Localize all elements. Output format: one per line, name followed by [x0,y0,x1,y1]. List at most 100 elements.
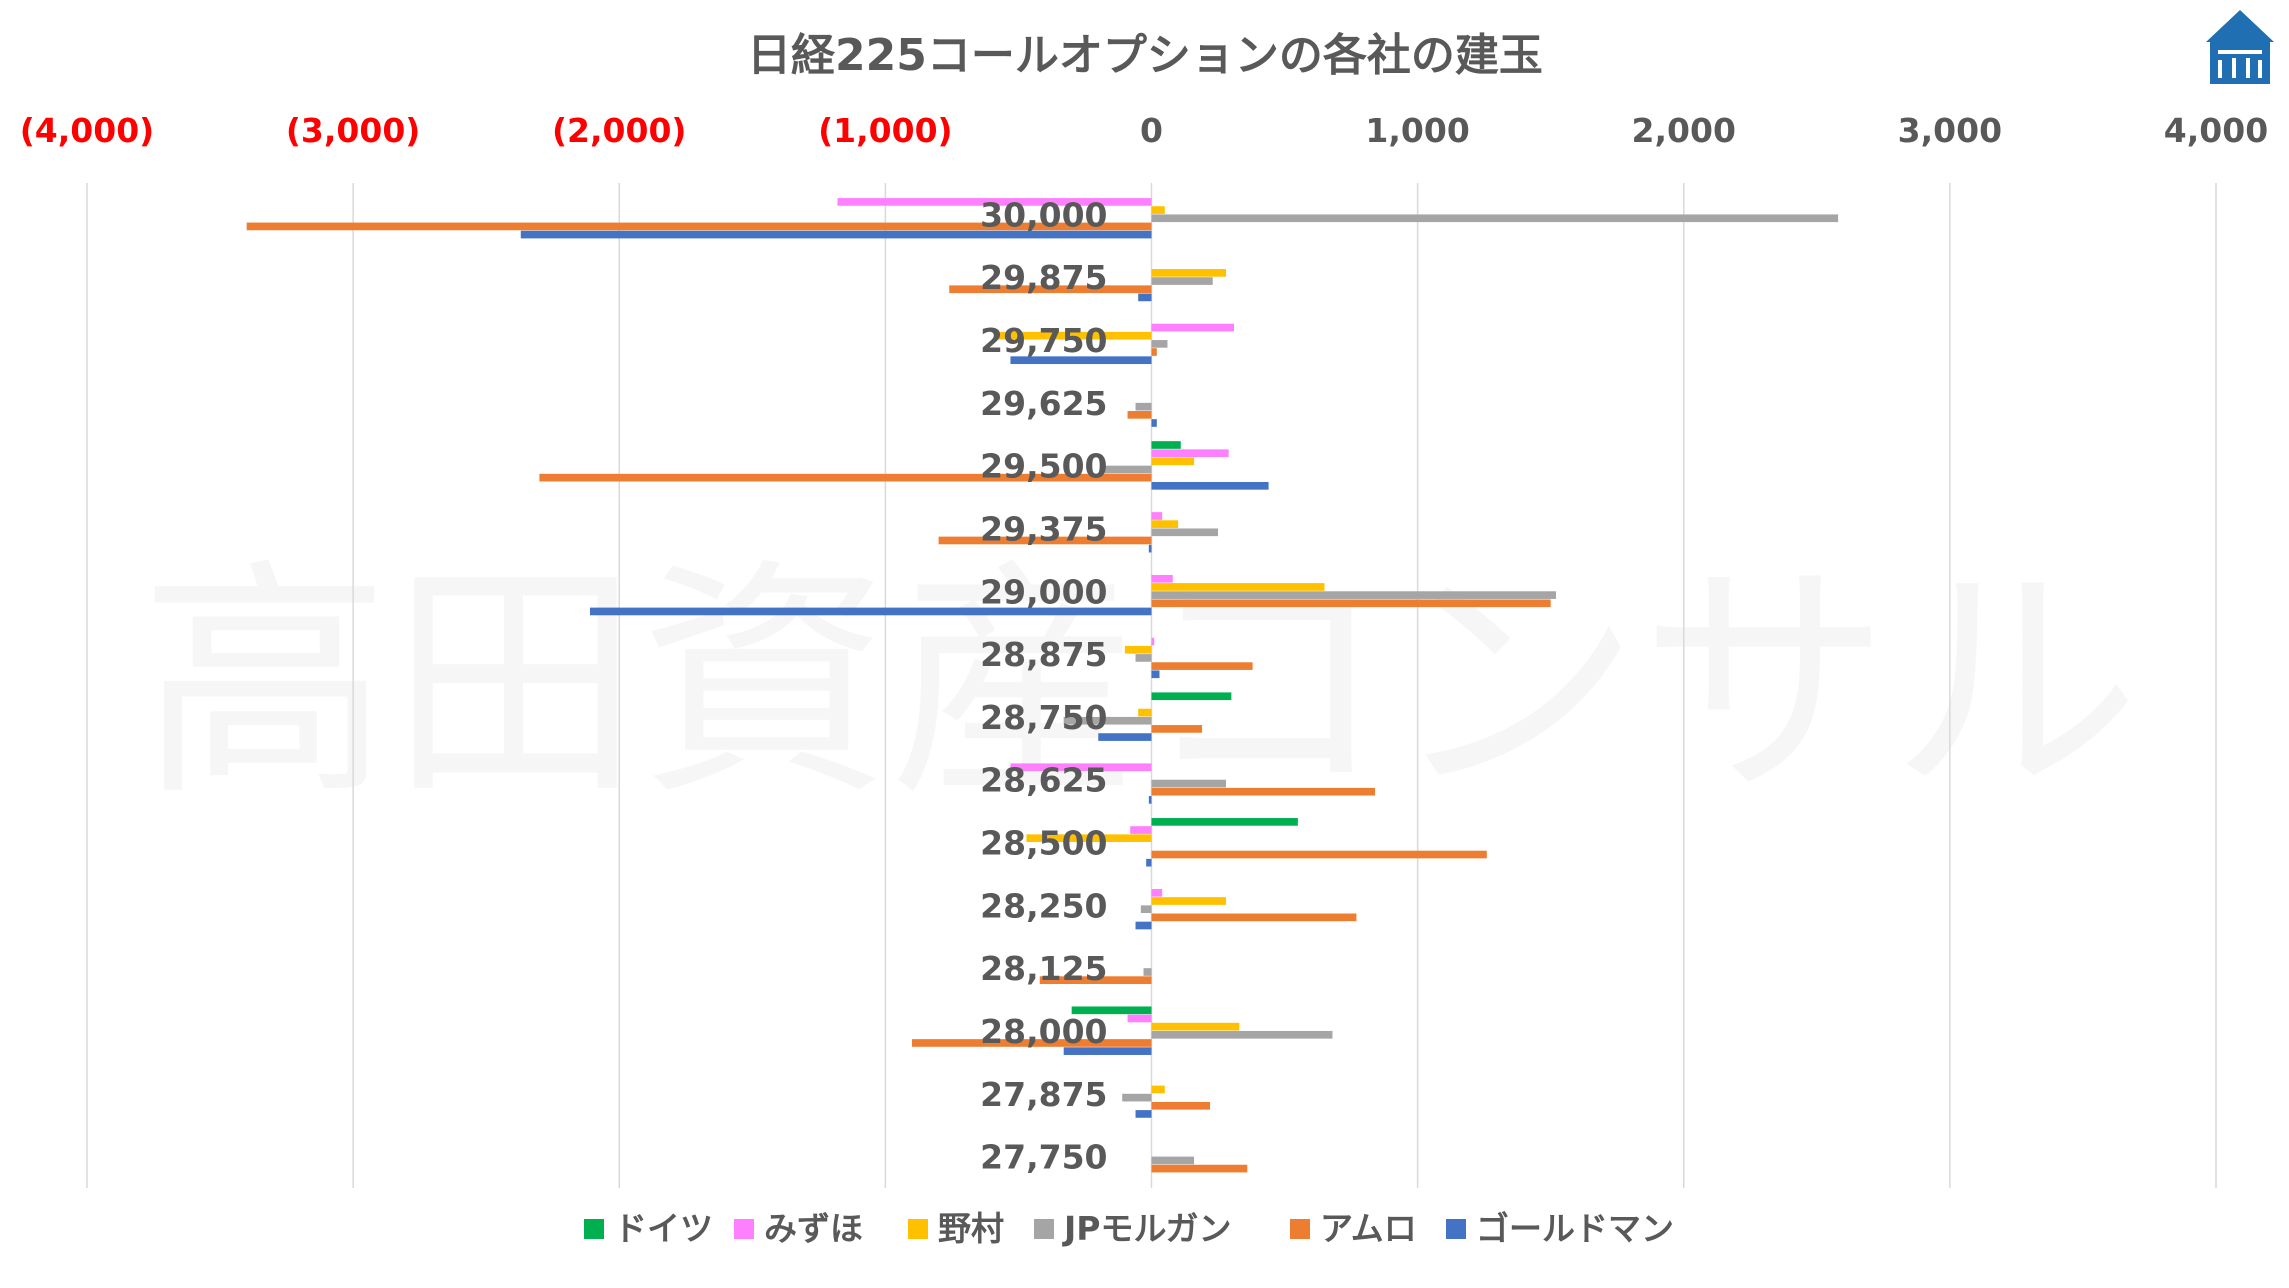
bar-13-2 [1151,1022,1240,1031]
bar-14-2 [1151,1085,1165,1094]
bar-4-0 [1151,441,1181,449]
bar-9-4 [1151,787,1376,796]
legend: ドイツ みずほ 野村 JPモルガン アムロ ゴールドマン [584,1209,1674,1248]
bar-11-4 [1151,913,1357,922]
bar-10-0 [1151,818,1298,826]
bar-4-4 [539,473,1152,482]
bar-6-1 [1151,574,1173,583]
chart-title: 日経225コールオプションの各社の建玉 [747,30,1543,81]
bar-7-3 [1135,654,1152,662]
watermark-text: 高田資産コンサル [140,538,2140,829]
x-tick-label: 2,000 [1632,111,1736,150]
bar-0-3 [1151,214,1839,223]
category-label: 28,750 [980,698,1107,737]
category-label: 30,000 [980,195,1107,234]
bar-1-5 [1138,293,1152,302]
category-label: 29,500 [980,447,1107,486]
bar-0-4 [246,222,1152,231]
legend-label-3: JPモルガン [1062,1209,1231,1248]
bar-14-3 [1122,1093,1152,1102]
bar-6-5 [589,607,1152,616]
bar-0-5 [520,230,1152,239]
bar-10-1 [1130,826,1152,834]
bar-4-5 [1151,481,1269,490]
legend-swatch-0 [584,1219,604,1239]
bar-11-1 [1151,889,1163,897]
bar-1-2 [1151,269,1227,277]
category-label: 28,125 [980,949,1107,988]
bar-9-5 [1148,796,1152,804]
bar-5-1 [1151,512,1163,520]
bar-0-1 [837,198,1152,206]
legend-label-2: 野村 [938,1209,1004,1248]
bar-2-4 [1151,348,1157,356]
category-label: 29,375 [980,509,1107,548]
bar-10-4 [1151,850,1487,859]
category-labels: 30,000 29,875 29,750 29,625 29,500 29,375 29,0… [980,195,1107,1176]
gridlines [86,183,2217,1188]
x-tick-label: (3,000) [286,111,421,150]
legend-swatch-1 [734,1219,754,1239]
bar-3-5 [1151,419,1157,427]
bar-0-2 [1151,206,1165,214]
bar-3-3 [1135,402,1152,411]
bar-10-5 [1146,858,1152,867]
x-tick-label: (2,000) [552,111,687,150]
category-label: 29,875 [980,258,1107,297]
category-label: 27,750 [980,1138,1107,1177]
bar-8-2 [1138,708,1152,717]
bar-2-1 [1151,323,1234,332]
bar-11-3 [1140,905,1152,914]
bar-2-5 [1010,356,1152,365]
x-tick-label: (4,000) [20,111,155,150]
category-label: 27,875 [980,1075,1107,1114]
bar-13-1 [1127,1014,1152,1023]
bar-3-4 [1127,411,1152,419]
bar-5-5 [1148,544,1152,553]
bar-8-4 [1151,725,1203,733]
legend-swatch-5 [1446,1219,1466,1239]
bar-12-3 [1143,968,1152,976]
bar-4-1 [1151,449,1229,457]
bar-8-3 [1063,716,1152,725]
bar-2-2 [997,331,1152,340]
bar-11-5 [1135,921,1152,930]
category-label: 28,625 [980,761,1107,800]
bar-15-4 [1151,1164,1248,1173]
bar-5-3 [1151,528,1219,537]
bar-7-1 [1151,637,1155,646]
category-label: 28,875 [980,635,1107,674]
bar-4-3 [1103,465,1152,474]
bar-2-3 [1151,340,1168,348]
x-tick-label: 1,000 [1365,111,1469,150]
bars [246,198,1839,1173]
bar-13-0 [1071,1006,1152,1015]
legend-swatch-2 [908,1219,928,1239]
bar-10-2 [1026,834,1152,843]
bar-11-2 [1151,897,1227,905]
bar-4-2 [1151,457,1195,466]
bar-13-5 [1063,1047,1152,1055]
category-label: 28,250 [980,886,1107,925]
legend-label-5: ゴールドマン [1476,1209,1674,1248]
bar-13-3 [1151,1030,1333,1039]
bar-14-5 [1135,1110,1152,1118]
legend-swatch-4 [1290,1219,1310,1239]
bar-14-4 [1151,1101,1211,1110]
company-logo [2206,10,2274,84]
category-label: 28,000 [980,1012,1107,1051]
bar-6-2 [1151,583,1325,591]
bar-13-4 [911,1039,1152,1047]
category-label: 29,625 [980,384,1107,423]
legend-label-0: ドイツ [614,1209,713,1248]
x-tick-label: 4,000 [2164,111,2268,150]
bar-6-4 [1151,599,1551,608]
category-label: 28,500 [980,824,1107,863]
bar-5-2 [1151,520,1179,528]
x-axis-ticks: (4,000) (3,000) (2,000) (1,000) 0 1,000 2,000 3… [20,111,2268,150]
bar-12-4 [1039,976,1152,984]
legend-swatch-3 [1034,1219,1054,1239]
bar-9-3 [1151,779,1227,788]
bar-8-5 [1098,733,1152,741]
